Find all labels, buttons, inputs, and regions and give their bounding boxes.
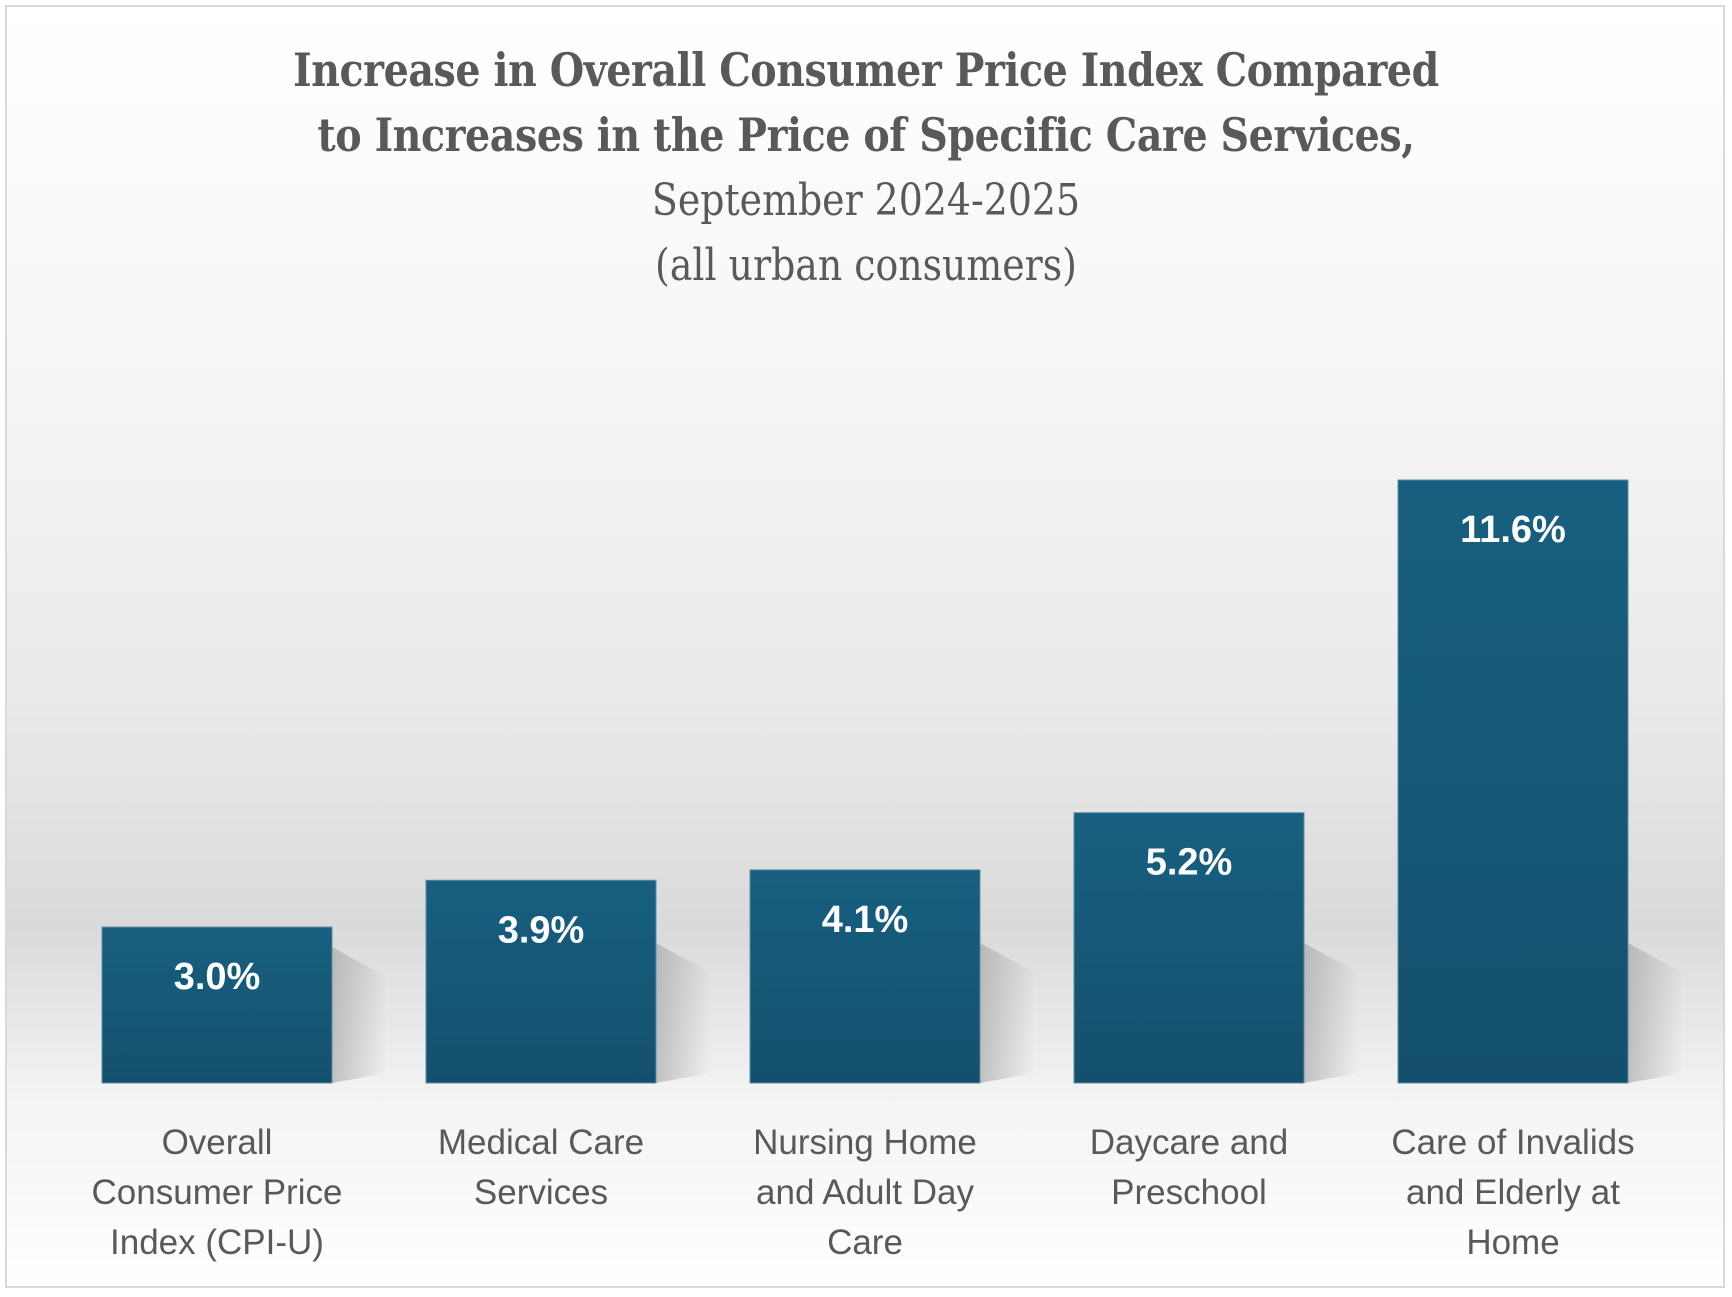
bar-3: [749, 869, 981, 1084]
category-label-1: Overall Consumer Price Index (CPI-U): [67, 1118, 367, 1268]
data-labels-group: 3.0% 3.9% 4.1% 5.2% 11.6%: [174, 509, 1566, 998]
data-label-4: 5.2%: [1146, 842, 1233, 884]
category-label-line: Care: [827, 1223, 903, 1262]
category-label-3: Nursing Home and Adult Day Care: [715, 1118, 1015, 1268]
chart-title-line-2: to Increases in the Price of Specific Ca…: [317, 108, 1415, 162]
bar-shadow: [1628, 943, 1683, 1083]
chart-title-block: Increase in Overall Consumer Price Index…: [0, 38, 1732, 298]
category-label-line: Care of Invalids: [1391, 1123, 1635, 1162]
bar-shadow: [332, 947, 387, 1083]
category-label-4: Daycare and Preschool: [1039, 1118, 1339, 1218]
data-label-1: 3.0%: [174, 956, 261, 998]
bar-5: [1397, 479, 1629, 1084]
category-label-line: Home: [1466, 1223, 1560, 1262]
bar-shadow: [980, 943, 1035, 1083]
category-label-line: Overall: [161, 1123, 273, 1162]
category-label-line: and Adult Day: [756, 1173, 974, 1212]
bar-2: [425, 879, 657, 1084]
bar-4: [1073, 812, 1305, 1084]
chart-title-line-1: Increase in Overall Consumer Price Index…: [293, 43, 1439, 97]
category-label-line: Daycare and: [1089, 1123, 1289, 1162]
category-label-2: Medical Care Services: [391, 1118, 691, 1218]
category-label-line: Nursing Home: [753, 1123, 977, 1162]
category-label-line: Consumer Price: [91, 1173, 343, 1212]
category-label-line: Medical Care: [437, 1123, 645, 1162]
bar-shadows: [332, 943, 1683, 1083]
bar-shadow: [1304, 943, 1359, 1083]
data-label-3: 4.1%: [822, 899, 909, 941]
data-label-2: 3.9%: [498, 909, 585, 951]
data-label-5: 11.6%: [1460, 509, 1566, 551]
category-label-line: Index (CPI-U): [110, 1223, 324, 1262]
chart-subtitle-line-2: (all urban consumers): [655, 240, 1077, 291]
chart-subtitle-line-1: September 2024-2025: [651, 175, 1081, 226]
bars-group: [101, 479, 1629, 1084]
bar-1: [101, 926, 333, 1084]
category-label-line: and Elderly at: [1405, 1173, 1621, 1212]
category-label-5: Care of Invalids and Elderly at Home: [1363, 1118, 1663, 1268]
category-label-line: Preschool: [1111, 1173, 1267, 1212]
bar-shadow: [656, 943, 711, 1083]
category-label-line: Services: [473, 1173, 609, 1212]
